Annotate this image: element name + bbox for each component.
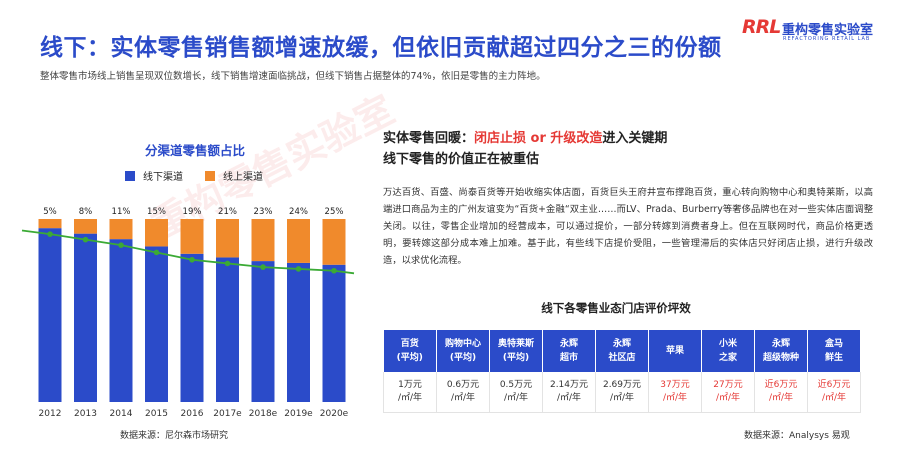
legend-swatch-offline	[125, 170, 135, 181]
table-value-cell: 近6万元/㎡/年	[807, 372, 861, 413]
bar-online-2019e	[287, 219, 310, 263]
table-value-row: 1万元/㎡/年 0.6万元/㎡/年 0.5万元/㎡/年 2.14万元/㎡/年 2.69万…	[383, 372, 861, 413]
bar-offline-2020e	[322, 264, 346, 402]
trend-point-2016	[189, 256, 195, 263]
trend-point-2015	[153, 249, 160, 256]
table-value-cell: 1万元/㎡/年	[383, 372, 437, 413]
page-subtitle: 整体零售市场线上销售呈现双位数增长，线下销售增速面临挑战，但线下销售占据整体的7…	[40, 71, 546, 82]
data-label-2017e: 21%	[218, 207, 237, 217]
table-source: 数据来源：Analysys 易观	[744, 431, 850, 441]
legend-swatch-online	[205, 170, 215, 181]
table-value-cell: 2.69万元/㎡/年	[595, 372, 649, 413]
bar-offline-2016	[180, 253, 204, 402]
stacked-bar-chart: 5% 2012 8% 2013 11% 2014 15% 2015 19% 2016 21% 2017…	[21, 207, 355, 419]
data-label-2013: 8%	[79, 207, 93, 217]
trend-point-2019e	[295, 266, 302, 272]
heading-line2: 线下零售的价值正在被重估	[383, 152, 540, 167]
table-header-cell: 百货 (平均)	[383, 330, 437, 372]
table-header-cell: 盒马 鲜生	[807, 330, 861, 372]
heading-highlight: 闭店止损 or 升级改造	[474, 131, 603, 146]
bar-offline-2014	[109, 239, 133, 402]
table-header-cell: 小米 之家	[701, 330, 755, 372]
heading-prefix: 实体零售回暖：	[383, 131, 475, 146]
data-label-2016: 19%	[183, 207, 202, 217]
bar-offline-2017e	[216, 257, 239, 402]
bar-offline-2012	[38, 228, 62, 402]
logo-name-en: REFACTORING RETAIL LAB	[783, 36, 871, 42]
bar-online-2017e	[216, 219, 239, 258]
table-value-cell: 37万元/㎡/年	[648, 372, 702, 413]
trend-point-2013	[82, 236, 89, 243]
table-title: 线下各零售业态门店评价坪效	[541, 301, 691, 315]
heading-suffix: 进入关键期	[602, 131, 668, 146]
bar-offline-2015	[145, 246, 168, 402]
trend-point-2020e	[331, 267, 337, 274]
table-value-cell: 2.14万元/㎡/年	[542, 372, 596, 413]
chart-title: 分渠道零售额占比	[145, 143, 246, 158]
table-value-cell: 0.5万元/㎡/年	[489, 372, 543, 413]
x-tick-2016: 2016	[181, 409, 204, 419]
table-header-row: 百货 (平均) 购物中心 (平均) 奥特莱斯 (平均) 永辉 超市 永辉 社区店 苹果 小米 之家 永辉超…	[383, 330, 861, 372]
x-tick-2020e: 2020e	[320, 409, 349, 419]
trend-point-2017e	[224, 260, 231, 267]
legend-label-online: 线上渠道	[223, 172, 263, 183]
bar-online-2020e	[322, 219, 346, 265]
data-label-2015: 15%	[147, 207, 166, 217]
table-header-cell: 购物中心 (平均)	[436, 330, 490, 372]
bar-offline-2019e	[287, 262, 310, 402]
trend-point-2012	[47, 231, 53, 237]
x-tick-2017e: 2017e	[213, 409, 242, 419]
data-label-2019e: 24%	[289, 207, 308, 217]
data-label-2014: 11%	[112, 207, 131, 217]
bar-online-2016	[180, 219, 204, 254]
table-header-cell: 永辉 超市	[542, 330, 596, 372]
x-tick-2014: 2014	[110, 409, 133, 419]
page-title: 线下：实体零售销售额增速放缓，但依旧贡献超过四分之三的份额	[40, 35, 722, 61]
table-header-cell: 奥特莱斯 (平均)	[489, 330, 543, 372]
bar-online-2012	[38, 219, 62, 229]
bar-offline-2018e	[251, 261, 275, 402]
bar-online-2013	[74, 219, 97, 234]
table-header-cell: 永辉 社区店	[595, 330, 649, 372]
chart-source: 数据来源：尼尔森市场研究	[120, 431, 229, 441]
legend-item-offline: 线下渠道	[125, 168, 183, 183]
table-header-cell: 永辉 超级物种	[754, 330, 808, 372]
table-value-cell: 近6万元/㎡/年	[754, 372, 808, 413]
trend-point-2014	[118, 242, 124, 248]
logo-name-cn: 重构零售实验室	[782, 23, 874, 38]
bar-online-2018e	[251, 219, 275, 262]
trend-point-2018e	[260, 264, 266, 270]
table-value-cell: 0.6万元/㎡/年	[436, 372, 490, 413]
legend-label-offline: 线下渠道	[143, 172, 183, 183]
efficiency-table: 百货 (平均) 购物中心 (平均) 奥特莱斯 (平均) 永辉 超市 永辉 社区店 苹果 小米 之家 永辉超…	[383, 330, 861, 413]
x-tick-2015: 2015	[145, 409, 168, 419]
bar-online-2014	[109, 219, 133, 240]
x-tick-2019e: 2019e	[284, 409, 313, 419]
section-heading: 实体零售回暖：闭店止损 or 升级改造进入关键期 线下零售的价值正在被重估	[383, 128, 667, 170]
data-label-2020e: 25%	[325, 207, 344, 217]
bar-online-2015	[145, 219, 168, 247]
data-label-2018e: 23%	[254, 207, 273, 217]
x-tick-2013: 2013	[74, 409, 97, 419]
logo-mark: RRL	[742, 16, 781, 38]
bar-offline-2013	[74, 233, 97, 402]
body-paragraph: 万达百货、百盛、尚泰百货等开始收缩实体店面，百货巨头王府井宣布撑跑百货，重心转向…	[383, 187, 873, 266]
legend-item-online: 线上渠道	[205, 168, 263, 183]
table-header-cell: 苹果	[648, 330, 702, 372]
x-tick-2018e: 2018e	[249, 409, 278, 419]
x-tick-2012: 2012	[39, 409, 62, 419]
data-label-2012: 5%	[43, 207, 57, 217]
table-value-cell: 27万元/㎡/年	[701, 372, 755, 413]
